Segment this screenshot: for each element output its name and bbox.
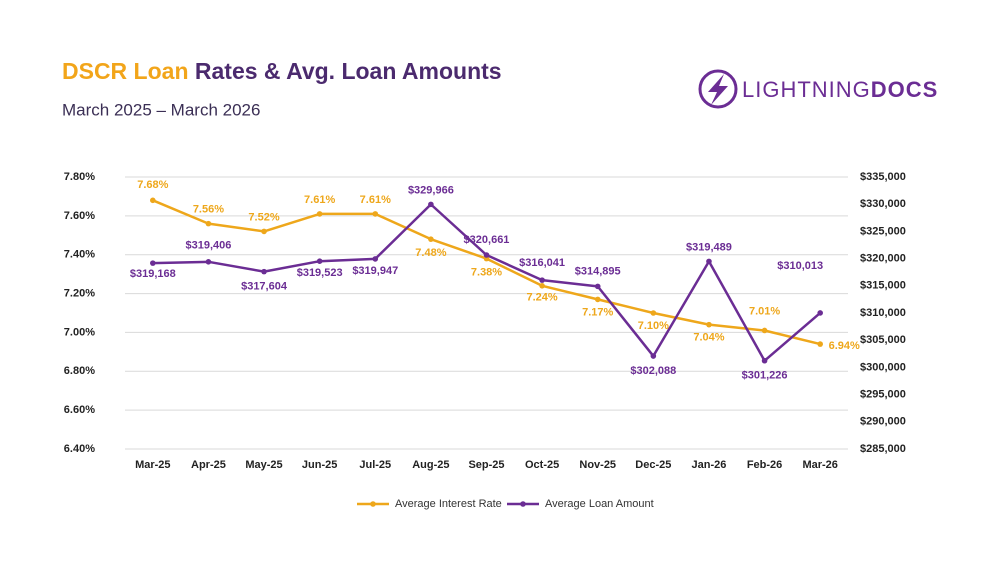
chart-title: DSCR Loan Rates & Avg. Loan Amounts (62, 58, 502, 84)
point (150, 260, 156, 266)
point (372, 256, 379, 262)
x-tick-label: Nov-25 (579, 459, 616, 471)
y-tick-label: 6.80% (64, 365, 95, 377)
data-label: 7.10% (638, 320, 669, 332)
y-tick-label: 7.60% (64, 210, 95, 222)
data-label: 7.04% (693, 332, 724, 344)
logo-ring (698, 69, 738, 109)
point (261, 228, 267, 235)
data-label: 7.24% (527, 292, 558, 304)
y-tick-label: 7.20% (64, 287, 95, 299)
legend-marker (520, 501, 526, 507)
point (483, 252, 490, 258)
point (428, 201, 434, 208)
legend-label: Average Interest Rate (395, 498, 502, 510)
x-tick-label: Mar-25 (135, 459, 170, 471)
x-tick-label: Feb-26 (747, 459, 782, 471)
data-label: $317,604 (241, 281, 288, 293)
point (205, 220, 212, 227)
logo-part: LIGHTNING (742, 77, 871, 102)
data-label: 7.68% (137, 179, 168, 191)
data-label: 7.61% (304, 194, 335, 206)
data-label: $319,168 (130, 268, 176, 280)
data-label: $301,226 (742, 370, 788, 382)
logo: LIGHTNINGDOCS (698, 69, 938, 109)
point (817, 341, 823, 347)
data-label: 7.48% (415, 247, 446, 259)
subtitle: March 2025 – March 2026 (62, 100, 260, 119)
x-tick-label: Jun-25 (302, 459, 337, 471)
y2-tick-label: $315,000 (860, 280, 906, 292)
data-label: $314,895 (575, 265, 621, 277)
y-tick-label: 7.00% (64, 326, 95, 338)
x-tick-label: Jul-25 (359, 459, 391, 471)
data-label: $302,088 (630, 365, 676, 377)
data-label: $329,966 (408, 184, 454, 196)
data-label: $319,947 (352, 265, 398, 277)
point (706, 258, 712, 265)
x-tick-label: Oct-25 (525, 459, 559, 471)
data-label: $320,661 (464, 234, 510, 246)
point (817, 310, 823, 316)
data-label: $310,013 (777, 260, 823, 272)
x-tick-label: May-25 (245, 459, 282, 471)
point (594, 296, 601, 303)
y-tick-label: 7.80% (64, 171, 95, 183)
data-label: 6.94% (829, 340, 860, 352)
data-label: $319,523 (297, 267, 343, 279)
point (650, 310, 657, 316)
logo-text: LIGHTNINGDOCS (742, 77, 938, 102)
legend-label: Average Loan Amount (545, 498, 654, 510)
point (650, 353, 657, 359)
title-part: DSCR Loan (62, 58, 189, 84)
y-tick-label: 6.40% (64, 443, 95, 455)
legend-marker (370, 501, 376, 507)
point (428, 236, 434, 242)
y2-tick-label: $300,000 (860, 361, 906, 373)
y2-tick-label: $310,000 (860, 307, 906, 319)
point (150, 197, 156, 204)
data-label: $319,489 (686, 241, 732, 253)
y2-tick-label: $285,000 (860, 443, 906, 455)
point (261, 268, 267, 275)
y-tick-label: 6.60% (64, 404, 95, 416)
x-tick-label: Apr-25 (191, 459, 226, 471)
y2-tick-label: $295,000 (860, 389, 906, 401)
point (594, 283, 601, 290)
y2-tick-label: $320,000 (860, 253, 906, 265)
point (539, 283, 545, 289)
y2-tick-label: $335,000 (860, 171, 906, 183)
point (316, 211, 323, 217)
data-label: $316,041 (519, 257, 565, 269)
y2-tick-label: $325,000 (860, 225, 906, 237)
data-label: 7.61% (360, 194, 391, 206)
title-part: Rates & Avg. Loan Amounts (195, 58, 502, 84)
y2-tick-label: $305,000 (860, 334, 906, 346)
x-tick-label: Sep-25 (468, 459, 504, 471)
x-tick-label: Mar-26 (802, 459, 837, 471)
y-tick-label: 7.40% (64, 249, 95, 261)
x-tick-label: Dec-25 (635, 459, 671, 471)
point (205, 259, 212, 265)
point (316, 258, 323, 264)
point (761, 357, 768, 364)
data-label: 7.01% (749, 305, 780, 317)
data-label: 7.38% (471, 267, 502, 279)
point (372, 211, 379, 217)
logo-bolt (708, 74, 728, 105)
data-label: $319,406 (185, 240, 231, 252)
data-label: 7.56% (193, 204, 224, 216)
x-tick-label: Aug-25 (412, 459, 449, 471)
point (706, 321, 712, 328)
data-label: 7.17% (582, 306, 613, 318)
logo-part: DOCS (871, 77, 939, 102)
point (539, 277, 545, 283)
y2-tick-label: $330,000 (860, 198, 906, 210)
x-tick-label: Jan-26 (692, 459, 727, 471)
data-label: 7.52% (248, 211, 279, 223)
y2-tick-label: $290,000 (860, 416, 906, 428)
point (761, 327, 768, 334)
